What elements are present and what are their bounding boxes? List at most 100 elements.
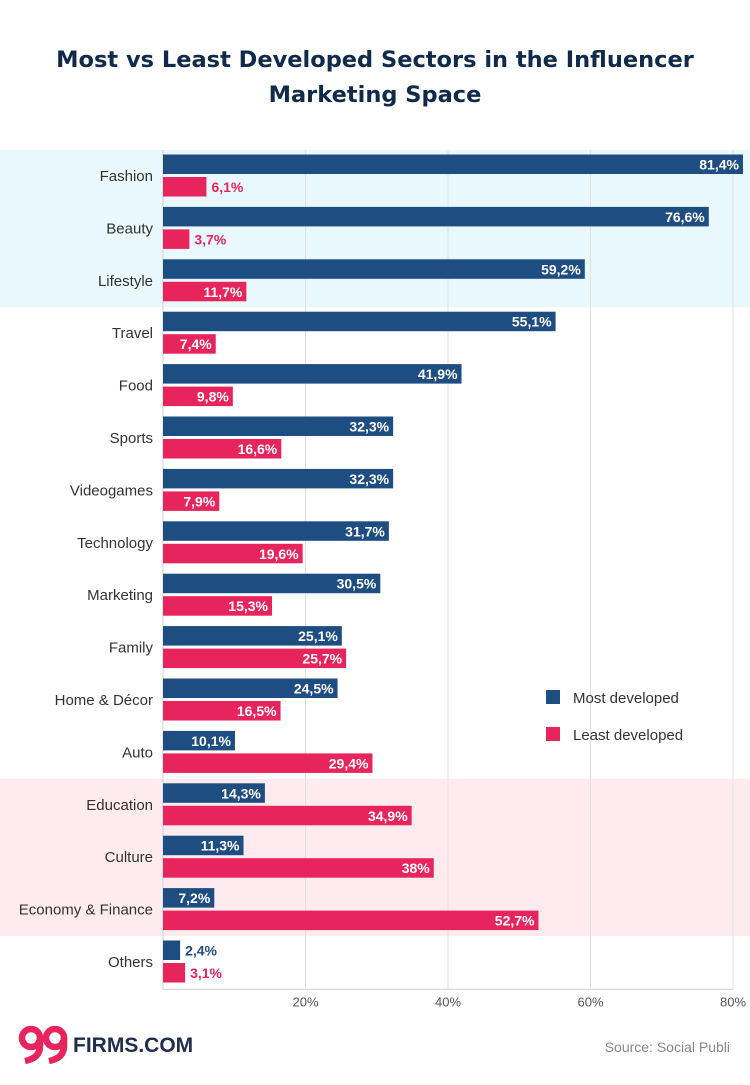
bar-most-economy-and-finance [163, 888, 215, 908]
logo-99-mark [18, 1025, 68, 1065]
value-label-most-home-and-d-cor: 24,5% [294, 681, 334, 697]
value-label-least-economy-and-finance: 52,7% [495, 913, 535, 929]
bar-least-home-and-d-cor [163, 701, 281, 721]
value-label-most-others: 2,4% [185, 943, 217, 959]
chart-title-line-2: Marketing Space [269, 82, 482, 108]
bar-least-technology [163, 543, 303, 564]
x-tick-label-80: 80% [720, 994, 746, 1009]
chart-title-line-1: Most vs Least Developed Sectors in the I… [56, 47, 695, 73]
category-label-marketing: Marketing [87, 587, 153, 604]
source-note: Source: Social Publi [605, 1039, 730, 1055]
category-label-food: Food [119, 378, 153, 395]
category-label-family: Family [109, 640, 154, 657]
x-tick-label-60: 60% [577, 994, 603, 1009]
value-label-least-family: 25,7% [302, 651, 342, 667]
bar-least-marketing [163, 596, 273, 616]
category-labels: Fashion Beauty Lifestyle Travel Food Sports Vi… [19, 168, 154, 971]
x-tick-label-40: 40% [435, 994, 461, 1009]
bars: 81,4% 6,1% 76,6% 3,7% 59,2% 11,7% 55,1% 7,4% 41,… [163, 154, 743, 983]
category-label-home-and-d-cor: Home & Décor [55, 692, 153, 709]
bar-least-economy-and-finance [163, 910, 539, 931]
bar-most-home-and-d-cor [163, 678, 338, 698]
bar-most-education [163, 783, 265, 803]
bar-least-sports [163, 439, 282, 459]
bar-least-beauty [163, 229, 190, 249]
bar-most-culture [163, 835, 244, 856]
highlight-bands [0, 150, 750, 936]
legend-label-least: Least developed [573, 727, 683, 744]
category-label-travel: Travel [112, 325, 153, 342]
value-label-most-auto: 10,1% [191, 733, 231, 749]
x-tick-label-20: 20% [292, 994, 318, 1009]
value-label-least-education: 34,9% [368, 808, 408, 824]
value-label-most-lifestyle: 59,2% [541, 261, 581, 277]
value-label-least-technology: 19,6% [259, 546, 299, 562]
bar-most-food [163, 364, 462, 384]
value-label-most-technology: 31,7% [345, 523, 385, 539]
bar-most-technology [163, 521, 389, 541]
value-label-least-beauty: 3,7% [194, 231, 226, 247]
bar-most-sports [163, 416, 394, 436]
category-label-videogames: Videogames [70, 482, 153, 499]
bar-most-videogames [163, 468, 394, 489]
bar-most-others [163, 940, 181, 960]
category-label-economy-and-finance: Economy & Finance [19, 902, 153, 919]
bar-least-others [163, 963, 186, 983]
value-label-least-home-and-d-cor: 16,5% [237, 703, 277, 719]
bar-most-beauty [163, 206, 709, 227]
bar-most-auto [163, 730, 235, 751]
category-label-education: Education [86, 797, 153, 814]
legend-swatch-least [546, 727, 560, 741]
value-label-least-marketing: 15,3% [228, 598, 268, 614]
x-axis-ticks: 20% 40% 60% 80% [292, 994, 746, 1009]
highlight-band-2 [0, 778, 750, 936]
bar-least-education [163, 805, 412, 826]
category-label-technology: Technology [77, 535, 153, 552]
value-label-least-lifestyle: 11,7% [203, 284, 242, 300]
value-label-most-videogames: 32,3% [349, 471, 389, 487]
value-label-least-videogames: 7,9% [183, 493, 215, 509]
bar-least-auto [163, 753, 373, 773]
value-label-most-culture: 11,3% [201, 838, 240, 854]
category-label-others: Others [108, 954, 153, 971]
bar-least-travel [163, 334, 216, 354]
value-label-least-travel: 7,4% [180, 336, 212, 352]
bar-least-fashion [163, 177, 207, 197]
value-label-least-auto: 29,4% [329, 755, 369, 771]
value-label-most-economy-and-finance: 7,2% [178, 890, 210, 906]
bar-most-family [163, 626, 342, 646]
value-label-least-culture: 38% [402, 860, 431, 876]
bar-most-lifestyle [163, 259, 585, 279]
legend-swatch-most [546, 690, 560, 704]
value-label-least-others: 3,1% [190, 965, 222, 981]
bar-most-travel [163, 311, 556, 332]
bar-most-fashion [163, 154, 743, 174]
bar-least-family [163, 648, 347, 669]
category-label-beauty: Beauty [106, 220, 153, 237]
bar-most-marketing [163, 573, 381, 594]
value-label-most-family: 25,1% [298, 628, 338, 644]
value-label-least-fashion: 6,1% [211, 179, 243, 195]
value-label-most-fashion: 81,4% [699, 157, 739, 173]
value-label-least-sports: 16,6% [238, 441, 278, 457]
logo: FIRMS.COM [18, 1025, 193, 1065]
bar-least-food [163, 386, 233, 407]
value-label-most-sports: 32,3% [349, 419, 389, 435]
legend-label-most: Most developed [573, 690, 679, 707]
value-label-least-food: 9,8% [197, 389, 229, 405]
category-label-culture: Culture [105, 849, 153, 866]
highlight-band-1 [0, 150, 750, 308]
value-label-most-travel: 55,1% [512, 314, 552, 330]
bar-least-culture [163, 858, 434, 878]
legend: Most developed Least developed [546, 690, 683, 744]
value-label-most-food: 41,9% [418, 366, 458, 382]
bar-least-lifestyle [163, 281, 247, 302]
category-label-lifestyle: Lifestyle [98, 273, 153, 290]
category-label-auto: Auto [122, 744, 153, 761]
logo-text: FIRMS.COM [73, 1034, 193, 1057]
category-label-fashion: Fashion [100, 168, 153, 185]
value-label-most-education: 14,3% [221, 785, 261, 801]
category-label-sports: Sports [110, 430, 153, 447]
bar-least-videogames [163, 491, 220, 511]
